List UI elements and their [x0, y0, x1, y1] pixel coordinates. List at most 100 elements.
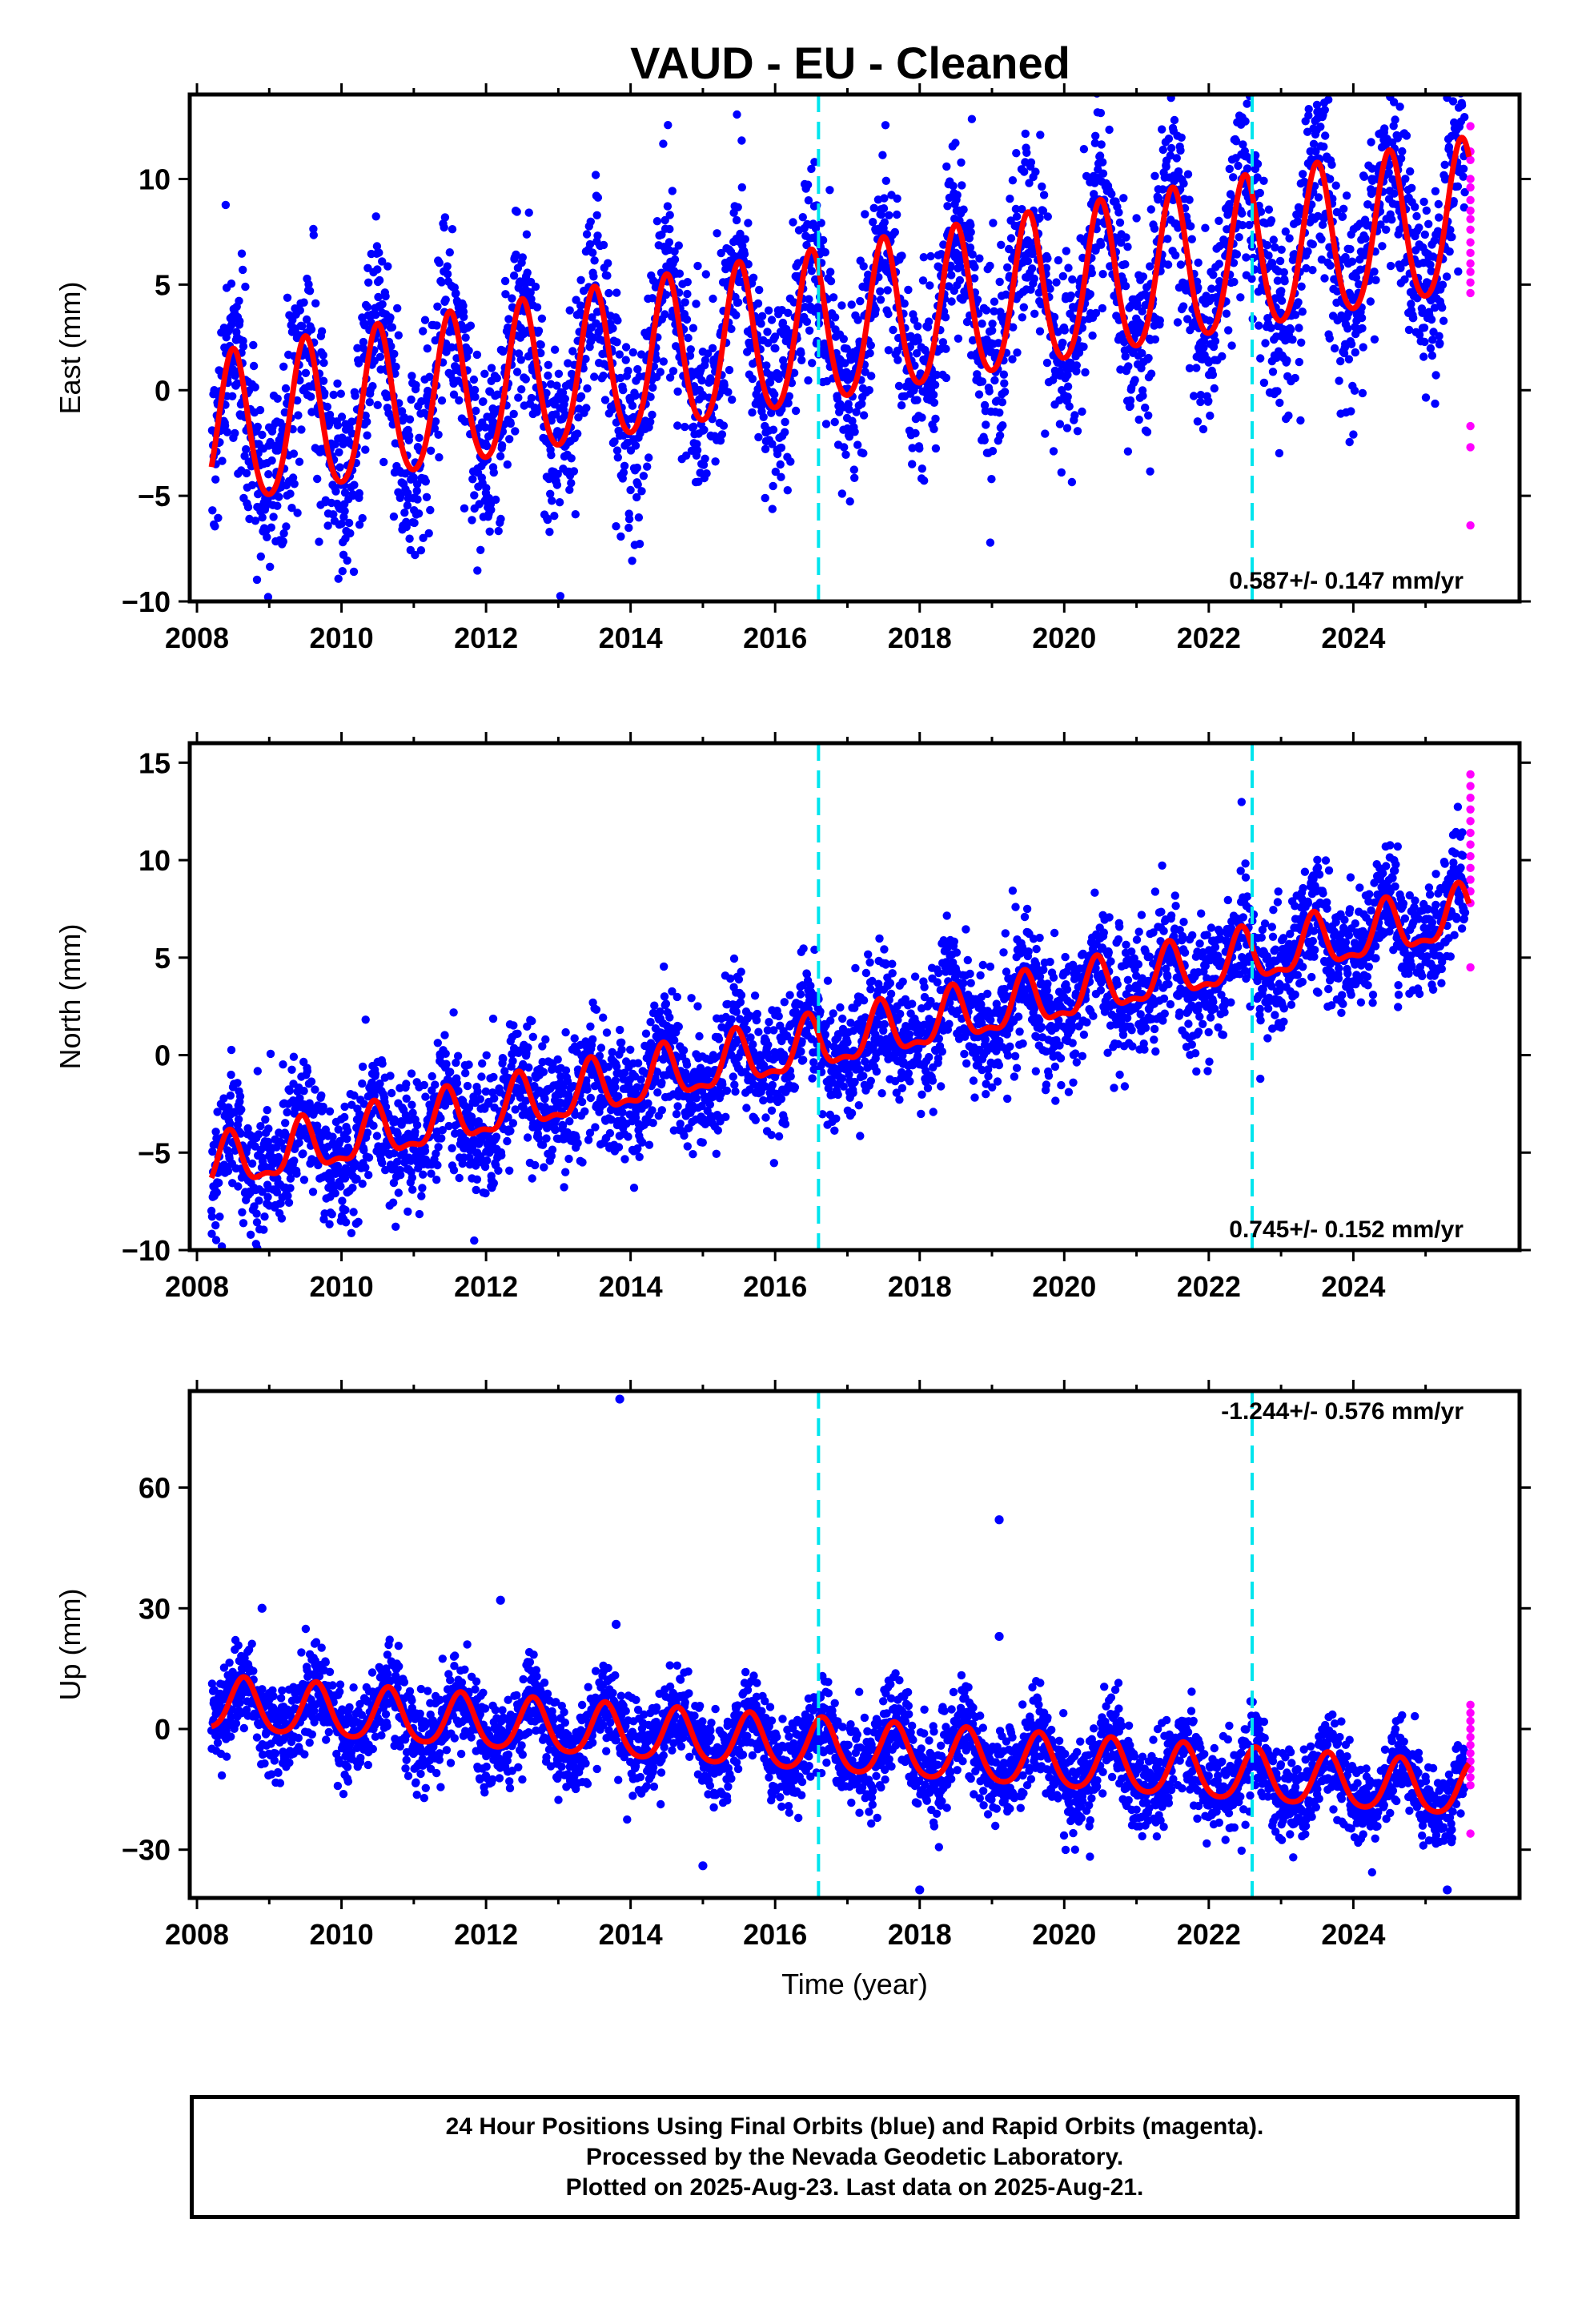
- data-point: [1138, 272, 1148, 281]
- data-point: [990, 297, 999, 306]
- data-point: [1447, 232, 1456, 242]
- data-point: [1176, 260, 1186, 269]
- data-point: [826, 267, 835, 276]
- data-point: [867, 372, 876, 380]
- data-point: [506, 419, 515, 428]
- data-point: [633, 364, 642, 374]
- data-point: [233, 379, 242, 388]
- data-point: [1347, 340, 1356, 348]
- data-point: [978, 377, 987, 386]
- data-point: [239, 1219, 248, 1228]
- data-point: [1312, 61, 1320, 69]
- data-point: [999, 370, 1009, 379]
- data-point: [289, 1052, 299, 1061]
- data-point: [884, 309, 893, 319]
- data-point: [973, 296, 982, 304]
- data-point: [1242, 253, 1251, 262]
- data-point: [396, 1171, 405, 1180]
- data-point: [588, 333, 598, 342]
- data-point: [1022, 148, 1031, 157]
- data-point: [293, 509, 302, 517]
- data-point: [1171, 251, 1180, 259]
- data-point: [1241, 117, 1250, 126]
- data-point: [1105, 125, 1114, 135]
- data-point: [415, 433, 424, 442]
- data-point: [1286, 325, 1295, 334]
- data-point: [221, 200, 231, 210]
- data-point: [768, 440, 777, 448]
- data-point: [411, 1128, 420, 1136]
- data-point: [233, 1079, 242, 1088]
- data-point: [251, 1252, 259, 1261]
- data-point: [1218, 352, 1227, 361]
- data-point: [444, 1121, 453, 1131]
- velocity-annotation: 0.587+/- 0.147 mm/yr: [1229, 568, 1464, 594]
- data-point: [744, 259, 753, 269]
- data-point: [725, 365, 734, 375]
- data-point: [689, 422, 698, 431]
- data-point: [1207, 284, 1216, 293]
- data-point: [215, 1212, 224, 1221]
- data-point: [534, 326, 544, 336]
- data-point: [267, 456, 276, 465]
- data-point: [947, 271, 956, 279]
- data-point: [608, 1047, 616, 1057]
- data-point: [1238, 209, 1247, 218]
- data-point: [744, 219, 753, 227]
- data-point: [290, 1156, 299, 1165]
- data-point: [358, 513, 367, 523]
- data-point: [596, 1043, 606, 1052]
- data-point: [226, 1119, 235, 1128]
- data-point: [536, 348, 545, 358]
- data-point: [239, 342, 248, 351]
- data-point: [431, 1080, 440, 1089]
- data-point: [1178, 302, 1188, 311]
- data-point: [681, 298, 689, 307]
- data-point: [329, 510, 338, 519]
- data-point: [820, 339, 829, 348]
- data-point: [970, 263, 979, 271]
- data-point: [1196, 397, 1205, 407]
- data-point: [590, 372, 599, 381]
- data-point: [839, 335, 849, 344]
- data-point: [224, 1103, 233, 1112]
- data-point: [1457, 101, 1467, 110]
- data-point: [1294, 298, 1303, 307]
- data-point: [239, 265, 247, 275]
- data-point: [511, 1105, 520, 1114]
- data-point: [246, 1230, 255, 1240]
- data-point: [253, 1067, 262, 1076]
- data-point: [336, 389, 345, 398]
- data-point: [1231, 137, 1241, 146]
- data-point: [1411, 203, 1419, 211]
- data-point: [1316, 83, 1324, 91]
- data-point: [539, 1068, 548, 1076]
- data-point: [1141, 403, 1150, 412]
- data-point: [470, 491, 479, 500]
- data-point: [810, 158, 819, 167]
- data-point: [219, 1094, 228, 1103]
- data-point: [432, 1176, 441, 1184]
- data-point: [259, 1225, 268, 1234]
- data-point: [781, 428, 789, 436]
- data-point: [1295, 357, 1304, 367]
- data-point: [631, 391, 640, 400]
- data-point: [894, 381, 904, 391]
- data-point: [299, 1149, 307, 1158]
- data-point: [837, 301, 846, 310]
- data-point: [364, 1153, 374, 1162]
- data-point: [500, 276, 510, 286]
- data-point: [1378, 242, 1387, 251]
- data-point: [626, 1045, 635, 1055]
- data-point: [958, 181, 966, 190]
- data-point: [1078, 324, 1087, 332]
- data-point: [419, 1170, 428, 1179]
- data-point: [430, 424, 440, 433]
- data-point: [231, 428, 239, 438]
- data-point: [693, 446, 702, 455]
- data-point: [463, 1081, 472, 1091]
- data-point: [1314, 193, 1323, 202]
- data-point: [592, 211, 601, 219]
- data-point: [1427, 315, 1436, 324]
- data-point: [659, 357, 668, 366]
